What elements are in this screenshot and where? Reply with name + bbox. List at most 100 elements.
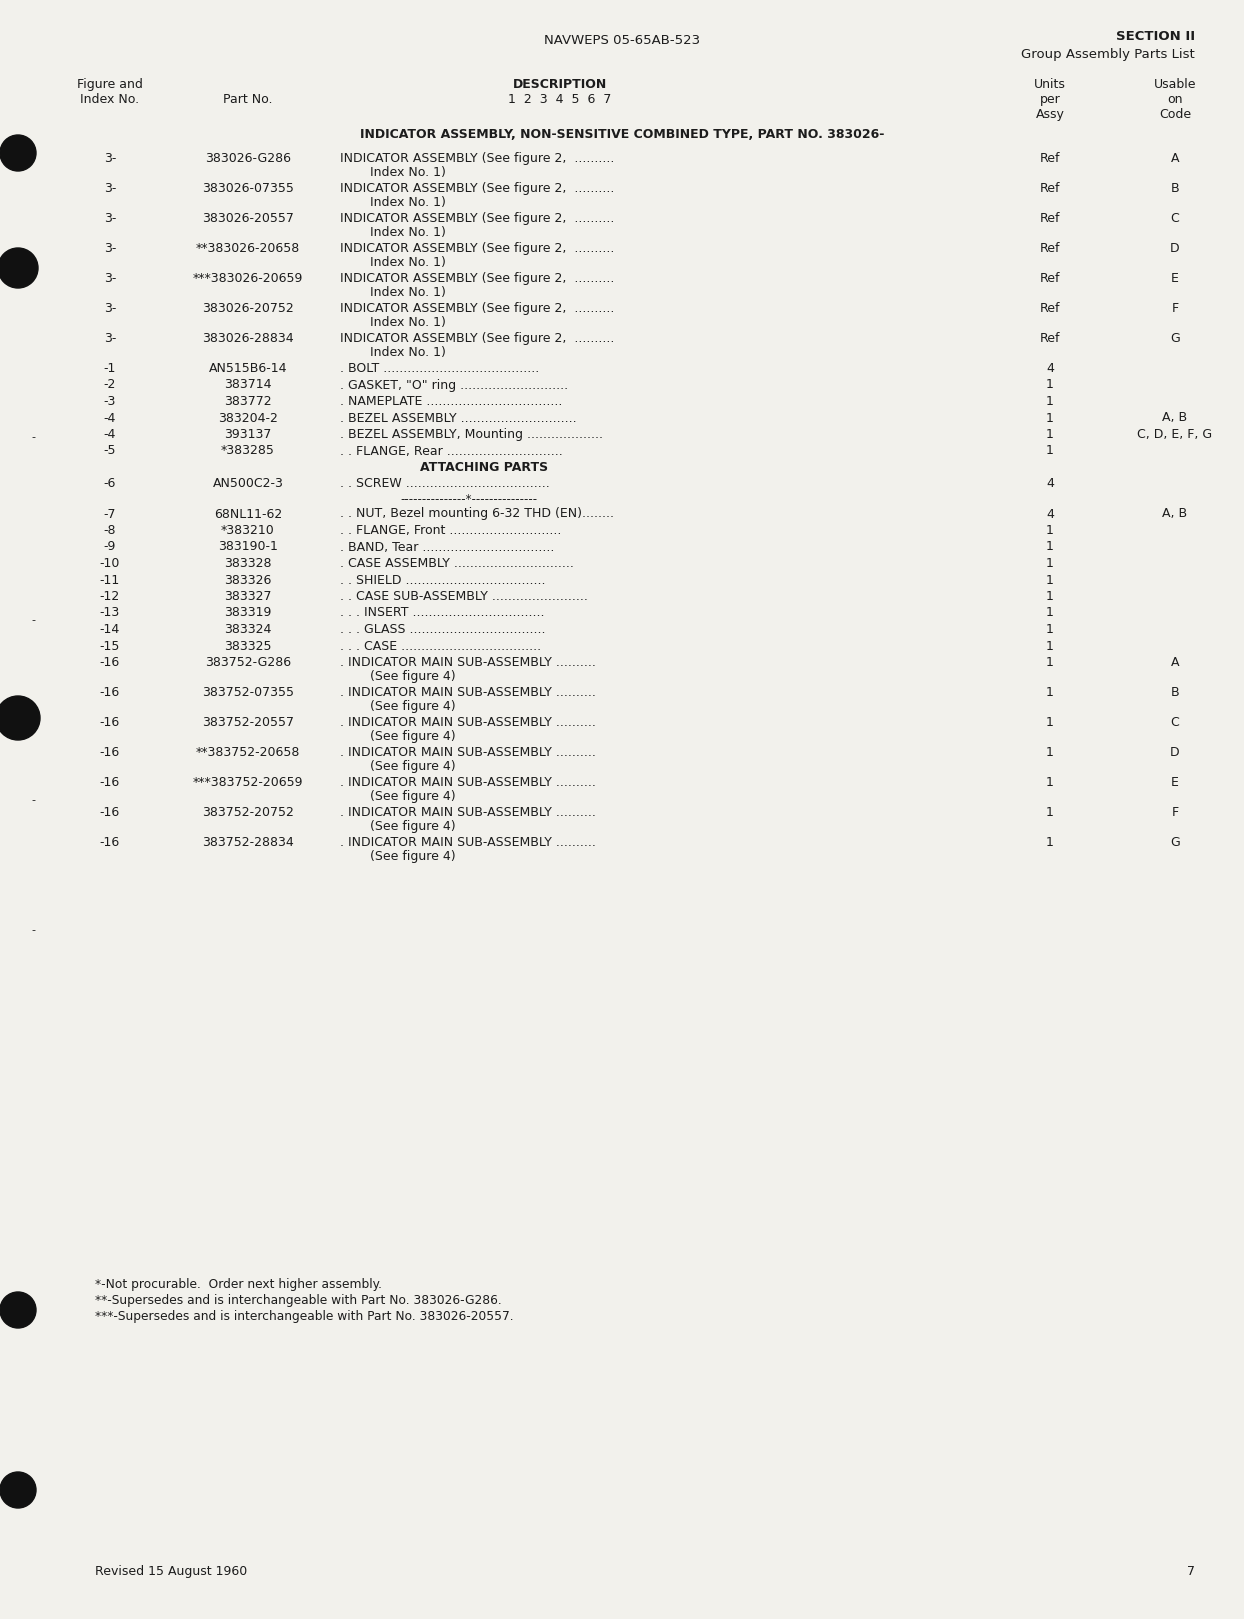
Text: INDICATOR ASSEMBLY (See figure 2,  ..........: INDICATOR ASSEMBLY (See figure 2, ......… (340, 181, 615, 194)
Text: . BOLT .......................................: . BOLT .................................… (340, 363, 539, 376)
Text: 3-: 3- (103, 152, 116, 165)
Circle shape (0, 134, 36, 172)
Text: . INDICATOR MAIN SUB-ASSEMBLY ..........: . INDICATOR MAIN SUB-ASSEMBLY .......... (340, 686, 596, 699)
Text: 3-: 3- (103, 332, 116, 345)
Text: 383319: 383319 (224, 607, 271, 620)
Circle shape (0, 696, 40, 740)
Text: 1: 1 (1046, 686, 1054, 699)
Text: Group Assembly Parts List: Group Assembly Parts List (1021, 49, 1195, 62)
Text: 1: 1 (1046, 589, 1054, 602)
Text: -16: -16 (100, 656, 121, 669)
Text: . . FLANGE, Rear .............................: . . FLANGE, Rear .......................… (340, 445, 562, 458)
Text: ***383752-20659: ***383752-20659 (193, 776, 304, 788)
Text: 1: 1 (1046, 411, 1054, 424)
Text: 3-: 3- (103, 303, 116, 316)
Text: 4: 4 (1046, 363, 1054, 376)
Text: 383026-20752: 383026-20752 (202, 303, 294, 316)
Text: (See figure 4): (See figure 4) (369, 819, 455, 834)
Text: -6: -6 (103, 478, 116, 491)
Text: -16: -16 (100, 686, 121, 699)
Text: 1: 1 (1046, 541, 1054, 554)
Text: 1: 1 (1046, 607, 1054, 620)
Text: 1: 1 (1046, 746, 1054, 759)
Text: Revised 15 August 1960: Revised 15 August 1960 (95, 1566, 248, 1579)
Text: 68NL11-62: 68NL11-62 (214, 507, 282, 520)
Text: E: E (1171, 776, 1179, 788)
Text: -5: -5 (103, 445, 116, 458)
Text: AN515B6-14: AN515B6-14 (209, 363, 287, 376)
Text: 3-: 3- (103, 212, 116, 225)
Text: 393137: 393137 (224, 427, 271, 440)
Text: 383752-07355: 383752-07355 (202, 686, 294, 699)
Text: (See figure 4): (See figure 4) (369, 850, 455, 863)
Circle shape (0, 1292, 36, 1328)
Text: (See figure 4): (See figure 4) (369, 730, 455, 743)
Text: -8: -8 (103, 525, 116, 538)
Text: 383026-G286: 383026-G286 (205, 152, 291, 165)
Text: INDICATOR ASSEMBLY (See figure 2,  ..........: INDICATOR ASSEMBLY (See figure 2, ......… (340, 332, 615, 345)
Text: Ref: Ref (1040, 152, 1060, 165)
Text: . INDICATOR MAIN SUB-ASSEMBLY ..........: . INDICATOR MAIN SUB-ASSEMBLY .......... (340, 716, 596, 729)
Text: 3-: 3- (103, 241, 116, 256)
Text: . . . GLASS ..................................: . . . GLASS ............................… (340, 623, 546, 636)
Text: 1: 1 (1046, 716, 1054, 729)
Text: 383752-28834: 383752-28834 (202, 835, 294, 848)
Text: Assy: Assy (1035, 108, 1065, 121)
Text: *383285: *383285 (221, 445, 275, 458)
Text: -10: -10 (100, 557, 121, 570)
Text: -16: -16 (100, 835, 121, 848)
Text: . INDICATOR MAIN SUB-ASSEMBLY ..........: . INDICATOR MAIN SUB-ASSEMBLY .......... (340, 656, 596, 669)
Text: 1: 1 (1046, 395, 1054, 408)
Text: -14: -14 (100, 623, 121, 636)
Text: . INDICATOR MAIN SUB-ASSEMBLY ..........: . INDICATOR MAIN SUB-ASSEMBLY .......... (340, 776, 596, 788)
Text: -: - (31, 432, 35, 442)
Text: . BEZEL ASSEMBLY, Mounting ...................: . BEZEL ASSEMBLY, Mounting .............… (340, 427, 603, 440)
Text: D: D (1171, 746, 1179, 759)
Text: . BAND, Tear .................................: . BAND, Tear ...........................… (340, 541, 555, 554)
Text: -: - (31, 615, 35, 625)
Text: 1  2  3  4  5  6  7: 1 2 3 4 5 6 7 (509, 92, 612, 105)
Text: Index No. 1): Index No. 1) (369, 316, 445, 329)
Text: Ref: Ref (1040, 181, 1060, 194)
Text: -4: -4 (103, 411, 116, 424)
Text: 383752-20752: 383752-20752 (202, 806, 294, 819)
Text: -2: -2 (103, 379, 116, 392)
Text: Index No. 1): Index No. 1) (369, 346, 445, 359)
Text: Index No. 1): Index No. 1) (369, 167, 445, 180)
Text: . INDICATOR MAIN SUB-ASSEMBLY ..........: . INDICATOR MAIN SUB-ASSEMBLY .......... (340, 835, 596, 848)
Text: -: - (31, 924, 35, 936)
Text: Index No.: Index No. (81, 92, 139, 105)
Text: A, B: A, B (1162, 507, 1188, 520)
Text: 1: 1 (1046, 525, 1054, 538)
Text: 383328: 383328 (224, 557, 271, 570)
Text: 383190-1: 383190-1 (218, 541, 277, 554)
Text: D: D (1171, 241, 1179, 256)
Text: -: - (31, 795, 35, 805)
Text: C: C (1171, 212, 1179, 225)
Text: Part No.: Part No. (223, 92, 272, 105)
Text: ATTACHING PARTS: ATTACHING PARTS (420, 461, 549, 474)
Text: 1: 1 (1046, 640, 1054, 652)
Text: A: A (1171, 152, 1179, 165)
Text: . GASKET, "O" ring ...........................: . GASKET, "O" ring .....................… (340, 379, 569, 392)
Text: . . NUT, Bezel mounting 6-32 THD (EN)........: . . NUT, Bezel mounting 6-32 THD (EN)...… (340, 507, 615, 520)
Text: (See figure 4): (See figure 4) (369, 759, 455, 772)
Text: Ref: Ref (1040, 212, 1060, 225)
Text: 1: 1 (1046, 806, 1054, 819)
Text: 383772: 383772 (224, 395, 271, 408)
Text: Index No. 1): Index No. 1) (369, 227, 445, 240)
Text: 1: 1 (1046, 656, 1054, 669)
Text: -9: -9 (103, 541, 116, 554)
Text: 1: 1 (1046, 776, 1054, 788)
Text: -13: -13 (100, 607, 121, 620)
Text: INDICATOR ASSEMBLY (See figure 2,  ..........: INDICATOR ASSEMBLY (See figure 2, ......… (340, 212, 615, 225)
Text: -15: -15 (100, 640, 121, 652)
Text: E: E (1171, 272, 1179, 285)
Text: ---------------*---------------: ---------------*--------------- (401, 494, 537, 507)
Text: 3-: 3- (103, 181, 116, 194)
Text: NAVWEPS 05-65AB-523: NAVWEPS 05-65AB-523 (544, 34, 700, 47)
Text: Ref: Ref (1040, 241, 1060, 256)
Text: **383026-20658: **383026-20658 (195, 241, 300, 256)
Text: -16: -16 (100, 806, 121, 819)
Text: . CASE ASSEMBLY ..............................: . CASE ASSEMBLY ........................… (340, 557, 573, 570)
